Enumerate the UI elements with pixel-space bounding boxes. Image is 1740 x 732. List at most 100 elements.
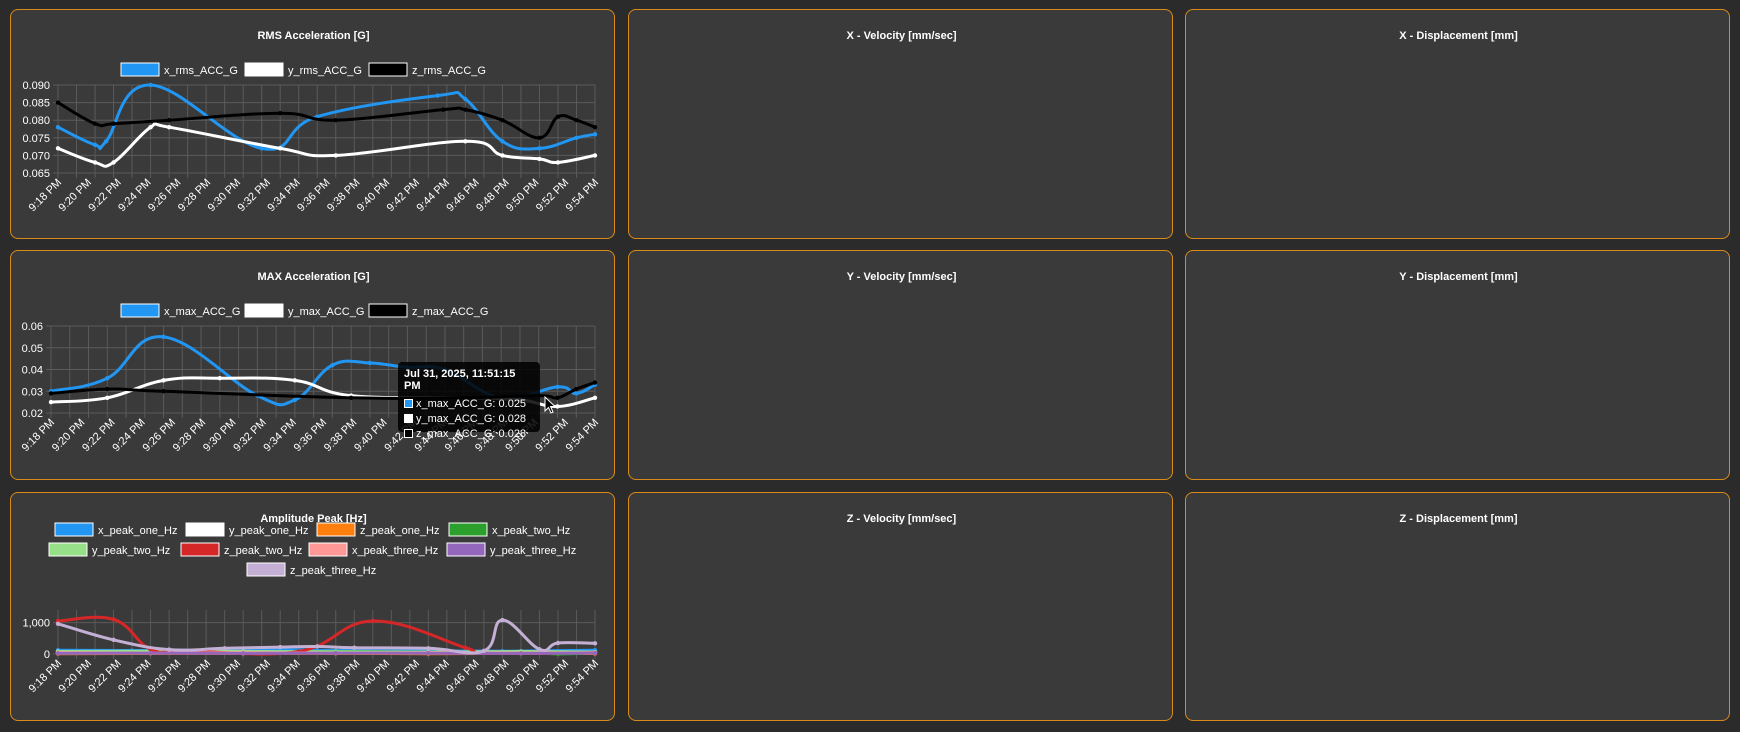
data-point[interactable] [592, 395, 598, 400]
legend-item[interactable]: x_rms_ACC_G [120, 62, 238, 77]
data-point[interactable] [463, 645, 468, 650]
legend-item[interactable]: y_peak_one_Hz [185, 522, 309, 537]
data-point[interactable] [330, 362, 335, 368]
data-point[interactable] [55, 146, 61, 151]
data-point[interactable] [555, 384, 560, 390]
x-displacement-chart[interactable]: X - Displacement [mm]0.010.020.030.040.0… [1186, 10, 1730, 239]
data-point[interactable] [105, 395, 110, 400]
data-point[interactable] [55, 125, 61, 130]
data-point[interactable] [592, 132, 598, 137]
data-point[interactable] [55, 651, 61, 656]
legend-item[interactable]: z_peak_three_Hz [246, 562, 376, 577]
data-point[interactable] [166, 118, 172, 123]
data-point[interactable] [166, 125, 172, 130]
data-point[interactable] [537, 135, 542, 140]
data-point[interactable] [426, 646, 431, 651]
data-point[interactable] [592, 650, 598, 656]
legend-item[interactable]: y_peak_two_Hz [48, 542, 170, 557]
legend-item[interactable]: z_max_ACC_G [368, 303, 488, 318]
legend-item[interactable]: x_peak_two_Hz [448, 522, 570, 537]
rms-acceleration-chart[interactable]: RMS Acceleration [G] x_rms_ACC_G y_rms_ACC… [11, 10, 615, 239]
data-point[interactable] [278, 146, 283, 151]
data-point[interactable] [111, 160, 116, 165]
data-point[interactable] [426, 651, 431, 656]
data-point[interactable] [278, 644, 283, 650]
data-point[interactable] [148, 125, 153, 130]
data-point[interactable] [111, 637, 116, 643]
data-point[interactable] [161, 378, 166, 383]
data-point[interactable] [105, 376, 110, 381]
data-point[interactable] [92, 142, 98, 148]
x-velocity-chart[interactable]: X - Velocity [mm/sec]1.401.501.601.701.8… [629, 10, 1173, 239]
data-point[interactable] [292, 378, 298, 383]
data-point[interactable] [278, 110, 283, 116]
data-point[interactable] [555, 640, 561, 646]
series-line[interactable] [57, 618, 596, 655]
data-point[interactable] [463, 107, 468, 112]
data-point[interactable] [333, 118, 338, 123]
data-point[interactable] [333, 153, 338, 158]
max-acceleration-chart[interactable]: MAX Acceleration [G] x_max_ACC_G y_max_ACC… [11, 251, 615, 480]
data-point[interactable] [292, 397, 298, 403]
legend-item[interactable]: y_peak_three_Hz [446, 542, 576, 557]
data-point[interactable] [105, 386, 110, 392]
data-point[interactable] [348, 395, 354, 400]
data-point[interactable] [500, 118, 505, 123]
data-point[interactable] [592, 153, 598, 158]
data-point[interactable] [518, 651, 524, 656]
data-point[interactable] [574, 118, 579, 123]
data-point[interactable] [481, 648, 487, 654]
data-point[interactable] [440, 107, 446, 112]
data-point[interactable] [574, 386, 579, 392]
data-point[interactable] [500, 139, 505, 144]
y-displacement-chart[interactable]: Y - Displacement [mm]0.020.030.040.050.0… [1186, 251, 1730, 480]
data-point[interactable] [103, 139, 109, 144]
legend-item[interactable]: x_peak_three_Hz [308, 542, 438, 557]
z-velocity-chart[interactable]: Z - Velocity [mm/sec]1.31.41.51.61.71.81… [629, 493, 1173, 721]
data-point[interactable] [592, 380, 598, 385]
z-displacement-chart[interactable]: Z - Displacement [mm]0.020.040.060.080.1… [1186, 493, 1730, 721]
data-point[interactable] [537, 156, 542, 162]
data-point[interactable] [222, 646, 227, 651]
series-line[interactable] [57, 121, 596, 168]
legend-item[interactable]: x_max_ACC_G [120, 303, 240, 318]
data-point[interactable] [463, 96, 468, 102]
data-point[interactable] [161, 389, 166, 394]
data-point[interactable] [574, 391, 579, 396]
y-velocity-chart[interactable]: Y - Velocity [mm/sec]2.22.42.62.83.09:18… [629, 251, 1173, 480]
data-point[interactable] [555, 395, 560, 400]
data-point[interactable] [48, 391, 54, 396]
data-point[interactable] [161, 334, 166, 340]
data-point[interactable] [555, 114, 561, 119]
data-point[interactable] [500, 617, 505, 623]
legend-item[interactable]: x_peak_one_Hz [54, 522, 178, 537]
legend-item[interactable]: z_peak_two_Hz [180, 542, 302, 557]
data-point[interactable] [367, 360, 373, 366]
amplitude-peak-chart[interactable]: Amplitude Peak [Hz] x_peak_one_Hz y_peak_o… [11, 493, 615, 721]
legend-item[interactable]: y_max_ACC_G [244, 303, 364, 318]
data-point[interactable] [92, 160, 98, 165]
data-point[interactable] [435, 93, 440, 98]
data-point[interactable] [111, 121, 116, 126]
data-point[interactable] [111, 617, 116, 622]
legend-item[interactable]: z_peak_one_Hz [316, 522, 440, 537]
data-point[interactable] [537, 647, 542, 652]
data-point[interactable] [315, 644, 320, 649]
data-point[interactable] [259, 146, 264, 151]
legend-item[interactable]: z_rms_ACC_G [368, 62, 486, 77]
data-point[interactable] [148, 82, 153, 88]
data-point[interactable] [333, 650, 338, 656]
data-point[interactable] [537, 146, 542, 151]
data-point[interactable] [166, 647, 172, 652]
data-point[interactable] [148, 650, 153, 656]
data-point[interactable] [555, 160, 561, 165]
data-point[interactable] [555, 404, 560, 409]
data-point[interactable] [370, 618, 375, 624]
data-point[interactable] [217, 376, 223, 381]
data-point[interactable] [500, 153, 505, 158]
data-point[interactable] [55, 621, 61, 627]
legend-item[interactable]: y_rms_ACC_G [244, 62, 362, 77]
data-point[interactable] [240, 651, 246, 656]
data-point[interactable] [352, 645, 357, 650]
data-point[interactable] [92, 121, 98, 126]
